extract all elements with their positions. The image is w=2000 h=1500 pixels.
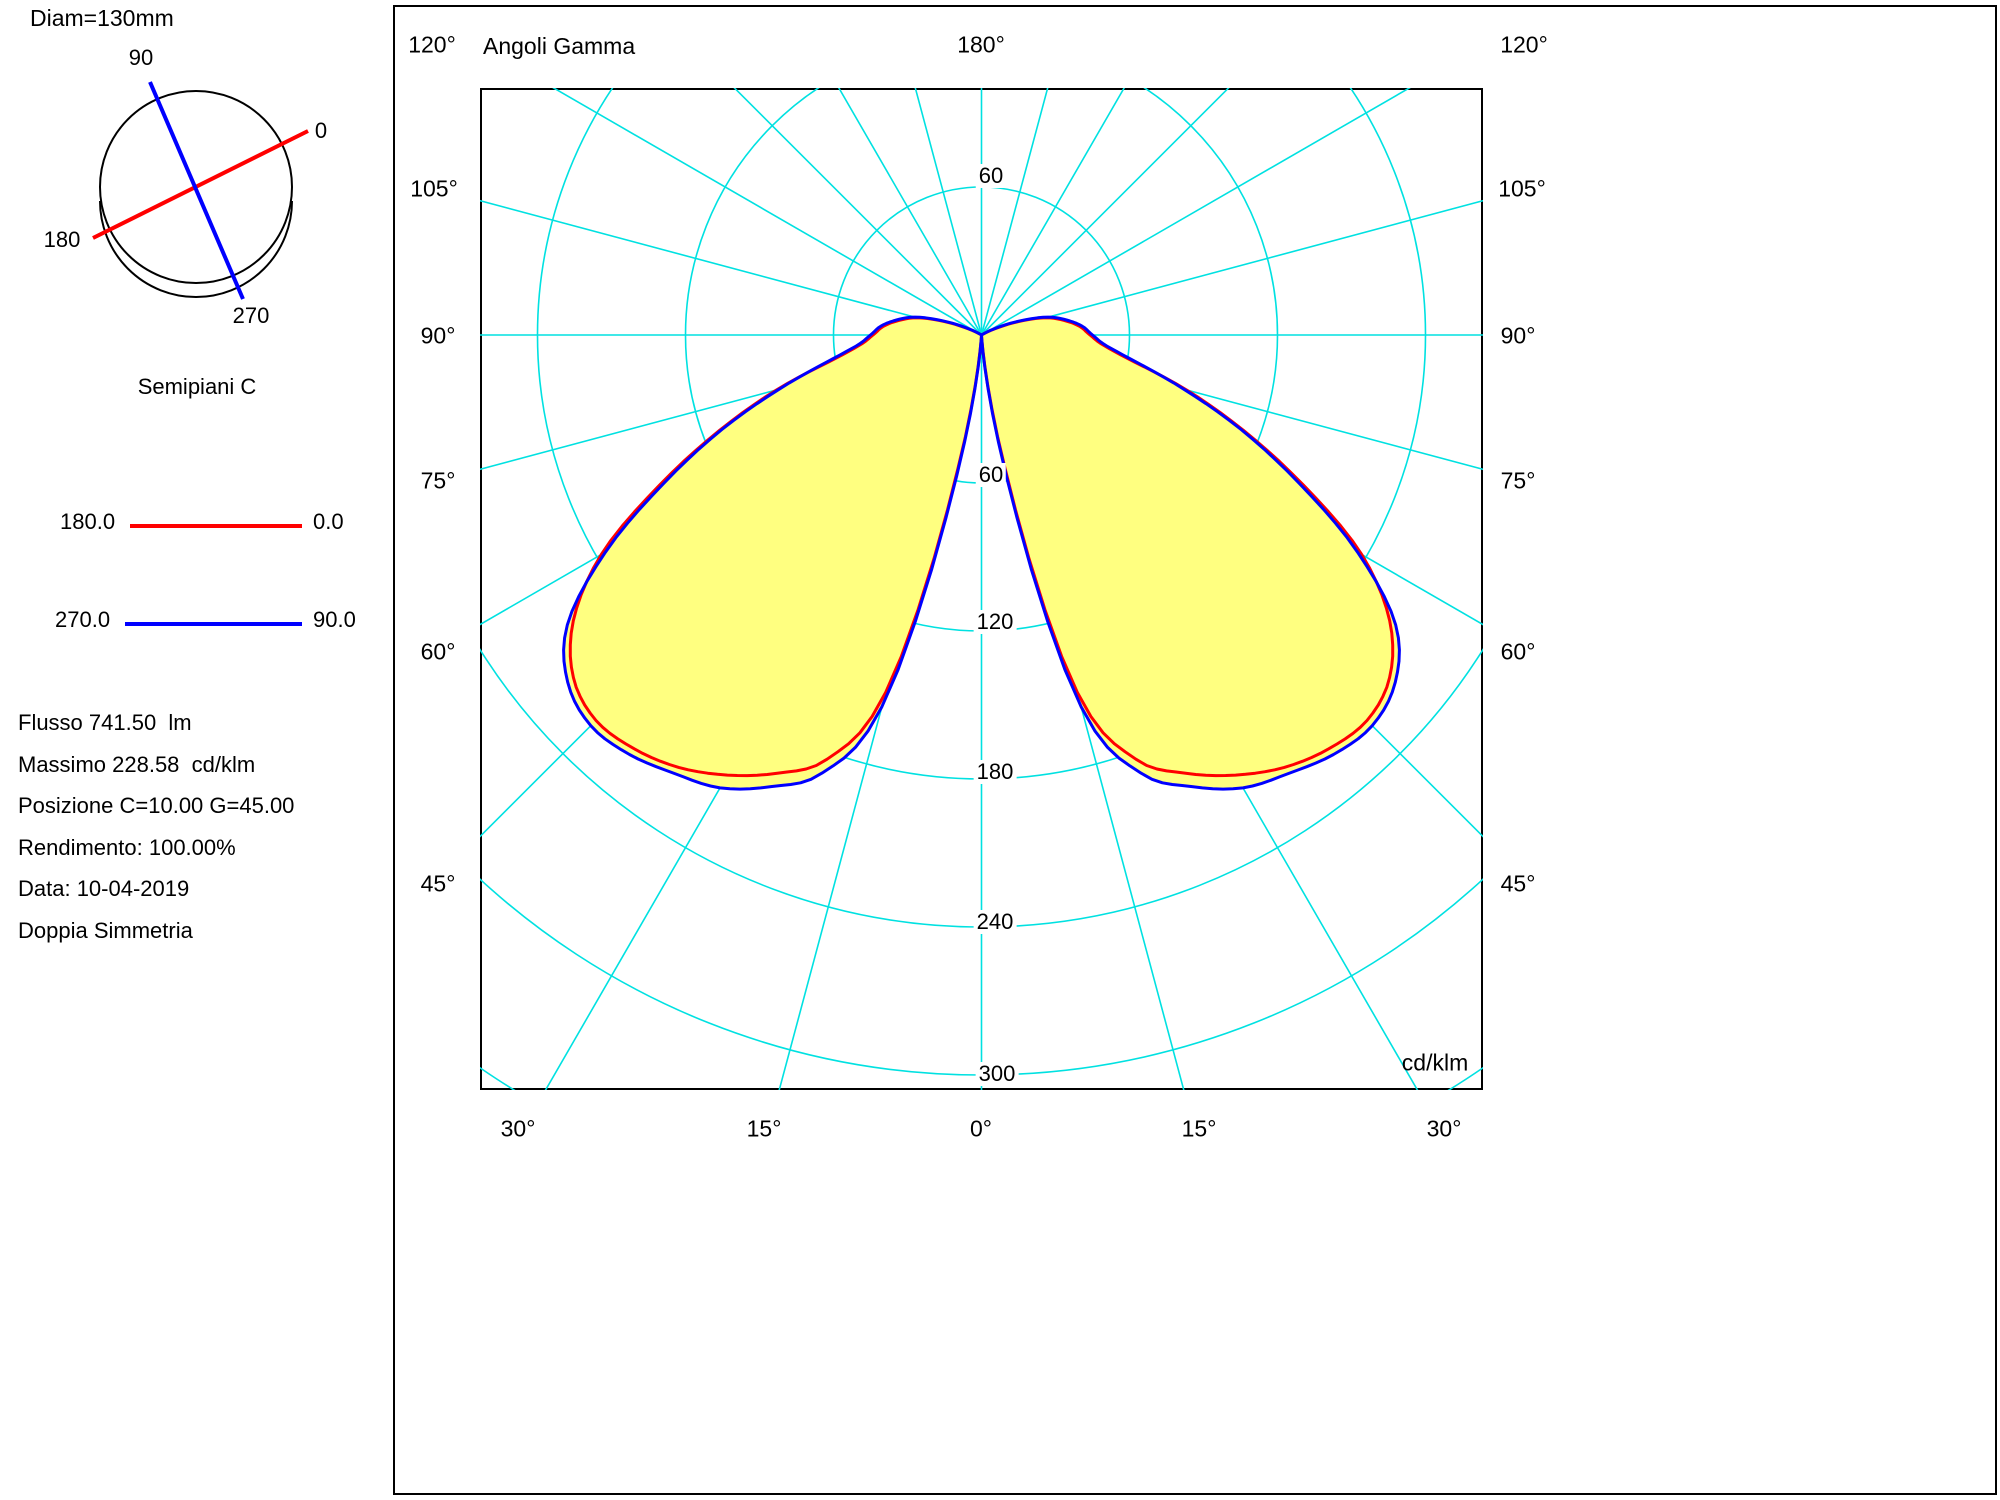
legend-row2-right-label: 90.0 <box>313 607 356 632</box>
c90-c270-axis <box>148 81 245 300</box>
luminaire-rim <box>99 200 293 298</box>
info-rendimento: Rendimento: 100.00% <box>18 835 236 860</box>
sidebar: Diam=130mm 90 0 180 270 Semipiani C 180.… <box>0 0 390 1500</box>
polar-grid-ray <box>980 88 1230 336</box>
info-flusso: Flusso 741.50 lm <box>18 710 192 735</box>
legend-row1-left-label: 180.0 <box>60 509 116 534</box>
semipiani-caption: Semipiani C <box>137 374 257 399</box>
unit-label: cd/klm <box>1401 1049 1469 1076</box>
polar-grid-ray <box>480 199 982 336</box>
blue-curve <box>562 315 1401 791</box>
info-simmetria: Doppia Simmetria <box>18 918 193 943</box>
polar-grid-ray <box>480 334 982 471</box>
luminaire-outline <box>99 90 293 284</box>
c-plane-diagram <box>92 81 309 300</box>
c0-label: 0 <box>314 118 328 143</box>
c90-label: 90 <box>128 45 154 70</box>
diameter-label: Diam=130mm <box>30 5 174 31</box>
c180-label: 180 <box>43 227 81 252</box>
polar-grid-ray <box>981 199 1483 336</box>
polar-grid-ray <box>552 88 982 336</box>
intensity-curves <box>562 315 1401 791</box>
polar-chart <box>480 88 1483 1090</box>
legend-row2-left-label: 270.0 <box>55 607 111 632</box>
polar-grid-ray <box>733 88 983 336</box>
curve-fill-red <box>570 317 1393 776</box>
info-massimo: Massimo 228.58 cd/klm <box>18 752 256 777</box>
polar-grid-ray <box>981 334 1483 471</box>
legend-row1-right-label: 0.0 <box>313 509 344 534</box>
info-data: Data: 10-04-2019 <box>18 876 190 901</box>
legend-row2-blue-line <box>125 622 302 626</box>
polar-grid-ray <box>837 88 983 336</box>
c0-c180-axis <box>92 129 309 240</box>
legend-row1-red-line <box>130 524 302 528</box>
polar-grid-ray <box>981 88 1411 336</box>
info-posizione: Posizione C=10.00 G=45.00 <box>18 793 295 818</box>
polar-grid-ray <box>980 88 1049 336</box>
chart-title: Angoli Gamma <box>483 33 636 59</box>
polar-grid-ray <box>914 88 983 336</box>
c270-label: 270 <box>232 303 270 328</box>
polar-grid-ray <box>980 88 1126 336</box>
